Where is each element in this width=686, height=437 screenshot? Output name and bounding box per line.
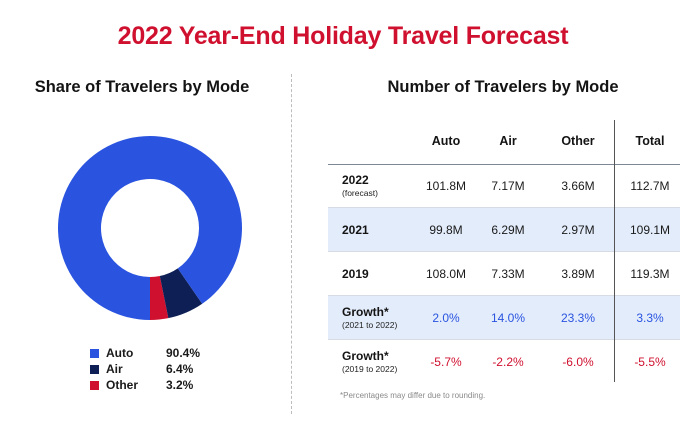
legend-label: Other — [106, 378, 139, 392]
table-cell-air: -2.2% — [492, 355, 524, 369]
legend-swatch-other — [90, 381, 99, 390]
legend-value: 6.4% — [166, 362, 194, 376]
legend-value: 90.4% — [166, 346, 201, 360]
column-header-air: Air — [499, 134, 517, 148]
table-footnote: *Percentages may differ due to rounding. — [340, 391, 486, 400]
table-cell-total: -5.5% — [634, 355, 666, 369]
table-cell-other: -6.0% — [562, 355, 594, 369]
table-row: 2019 108.0M 7.33M 3.89M 119.3M — [328, 252, 680, 296]
legend-label: Auto — [106, 346, 134, 360]
legend-swatch-air — [90, 365, 99, 374]
column-header-auto: Auto — [431, 134, 461, 148]
donut-chart-subtitle: Share of Travelers by Mode — [34, 78, 250, 96]
table-cell-other: 3.66M — [561, 179, 595, 193]
section-divider — [291, 74, 292, 414]
table-cell-air: 7.33M — [491, 267, 525, 281]
column-header-other: Other — [561, 134, 595, 148]
row-label: Growth* (2019 to 2022) — [342, 349, 397, 374]
row-label-text: 2021 — [342, 223, 369, 237]
row-label-text: Growth* — [342, 305, 389, 319]
donut-chart — [57, 136, 242, 320]
row-label-text: 2019 — [342, 267, 369, 281]
table-cell-other: 3.89M — [561, 267, 595, 281]
row-sublabel: (forecast) — [342, 188, 378, 198]
table-cell-air: 7.17M — [491, 179, 525, 193]
table-header-row: Auto Air Other Total — [328, 120, 680, 165]
table-cell-auto: 101.8M — [425, 179, 467, 193]
table-row: 2021 99.8M 6.29M 2.97M 109.1M — [328, 208, 680, 252]
row-sublabel: (2019 to 2022) — [342, 364, 398, 374]
legend-swatch-auto — [90, 349, 99, 358]
column-header-total: Total — [635, 134, 665, 148]
table-cell-auto: 108.0M — [425, 267, 467, 281]
table-total-divider — [614, 120, 615, 382]
row-label: Growth* (2021 to 2022) — [342, 305, 397, 330]
table-cell-auto: 2.0% — [432, 311, 460, 325]
travelers-table: Auto Air Other Total 2022 (forecast) 101.8M 7.… — [328, 120, 680, 382]
row-label: 2021 — [342, 223, 369, 237]
table-cell-total: 3.3% — [636, 311, 664, 325]
legend-label: Air — [106, 362, 123, 376]
table-cell-air: 14.0% — [490, 311, 526, 325]
donut-slice-auto — [57, 136, 242, 320]
table-row: Growth* (2019 to 2022) -5.7% -2.2% -6.0% -5.5… — [328, 340, 680, 383]
table-cell-auto: 99.8M — [429, 223, 463, 237]
table-cell-other: 23.3% — [560, 311, 596, 325]
table-cell-auto: -5.7% — [430, 355, 462, 369]
chart-title: 2022 Year-End Holiday Travel Forecast — [117, 22, 569, 50]
table-row: Growth* (2021 to 2022) 2.0% 14.0% 23.3% 3.3% — [328, 296, 680, 340]
row-label: 2022 (forecast) — [342, 173, 378, 198]
donut-slice-air — [159, 268, 203, 319]
row-label: 2019 — [342, 267, 369, 281]
table-row: 2022 (forecast) 101.8M 7.17M 3.66M 112.7M — [328, 164, 680, 208]
table-cell-total: 112.7M — [630, 179, 670, 193]
donut-slice-other — [150, 276, 169, 320]
table-cell-air: 6.29M — [491, 223, 525, 237]
table-cell-total: 119.3M — [630, 267, 670, 281]
table-cell-total: 109.1M — [629, 223, 671, 237]
table-cell-other: 2.97M — [561, 223, 595, 237]
table-subtitle: Number of Travelers by Mode — [387, 78, 619, 96]
row-label-text: Growth* — [342, 349, 389, 363]
row-label-text: 2022 — [342, 173, 369, 187]
legend-value: 3.2% — [166, 378, 194, 392]
row-sublabel: (2021 to 2022) — [342, 320, 398, 330]
